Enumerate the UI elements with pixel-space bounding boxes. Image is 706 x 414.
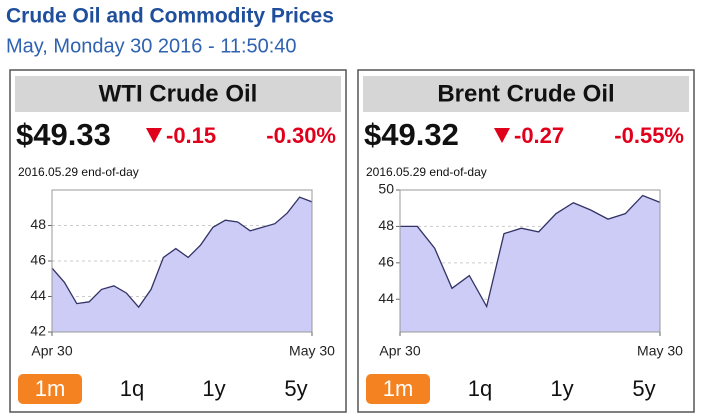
change-percent: -0.30% bbox=[266, 123, 336, 148]
change: -0.27 bbox=[514, 123, 564, 148]
y-tick-label: 46 bbox=[30, 252, 46, 268]
x-tick-label: Apr 30 bbox=[31, 343, 72, 359]
panel-title-bar bbox=[15, 76, 341, 112]
panel-title: Brent Crude Oil bbox=[437, 80, 614, 107]
y-tick-label: 44 bbox=[30, 287, 46, 303]
down-arrow bbox=[146, 128, 162, 143]
area-fill bbox=[400, 195, 660, 332]
range-button[interactable]: 5y bbox=[632, 376, 655, 401]
page-subtitle: May, Monday 30 2016 - 11:50:40 bbox=[6, 35, 297, 57]
date-note: 2016.05.29 end-of-day bbox=[18, 165, 139, 179]
range-button[interactable]: 1y bbox=[550, 376, 573, 401]
date-note: 2016.05.29 end-of-day bbox=[366, 165, 487, 179]
x-tick-label: May 30 bbox=[637, 343, 683, 359]
down-arrow bbox=[494, 128, 510, 143]
y-tick-label: 46 bbox=[378, 254, 394, 270]
plot-border bbox=[51, 189, 313, 333]
panel-title: WTI Crude Oil bbox=[99, 80, 258, 107]
change: -0.15 bbox=[166, 123, 216, 148]
range-button[interactable]: 1q bbox=[468, 376, 492, 401]
y-tick-label: 48 bbox=[30, 216, 46, 232]
change-percent: -0.55% bbox=[614, 123, 684, 148]
range-button-bg[interactable] bbox=[366, 374, 430, 404]
range-button[interactable]: 1m bbox=[383, 376, 414, 401]
price: $49.32 bbox=[364, 117, 459, 152]
area-fill bbox=[52, 197, 312, 332]
y-tick-label: 44 bbox=[378, 290, 394, 306]
y-tick-label: 48 bbox=[378, 217, 394, 233]
page-title: Crude Oil and Commodity Prices bbox=[6, 5, 334, 28]
x-tick-label: May 30 bbox=[289, 343, 335, 359]
plot-border bbox=[399, 189, 661, 333]
price-line bbox=[400, 194, 661, 309]
range-button[interactable]: 1q bbox=[120, 376, 144, 401]
range-button[interactable]: 1m bbox=[35, 376, 66, 401]
y-tick-label: 50 bbox=[378, 181, 394, 197]
x-tick-label: Apr 30 bbox=[379, 343, 420, 359]
range-button[interactable]: 1y bbox=[202, 376, 225, 401]
panel-title-bar bbox=[363, 76, 689, 112]
price: $49.33 bbox=[16, 117, 111, 152]
price-line bbox=[51, 196, 313, 309]
range-button[interactable]: 5y bbox=[284, 376, 307, 401]
y-tick-label: 42 bbox=[30, 323, 46, 339]
range-button-bg[interactable] bbox=[18, 374, 82, 404]
